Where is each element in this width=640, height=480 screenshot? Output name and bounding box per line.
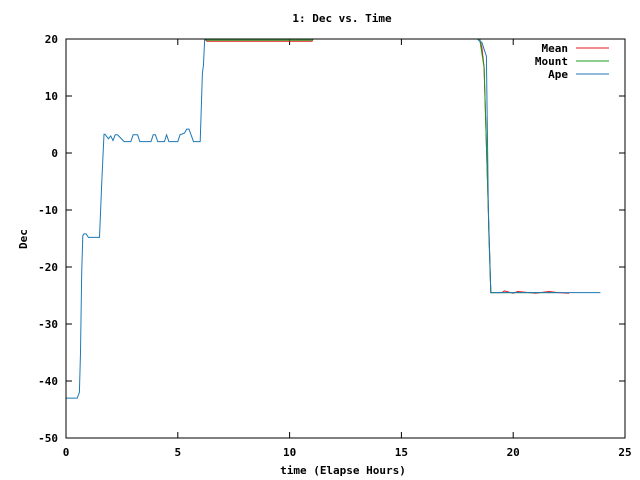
legend-label-ape: Ape [548,68,568,81]
y-axis-label: Dec [17,229,30,249]
series-line-mean [204,38,570,294]
y-tick-label: 0 [51,147,58,160]
axes: -50 -40 -30 -20 -10 0 10 20 0 5 10 15 20 25 [38,33,632,459]
y-tick-label: 20 [45,33,58,46]
x-tick-label: 10 [283,446,296,459]
legend-label-mean: Mean [542,42,569,55]
legend-label-mount: Mount [535,55,568,68]
chart-title: 1: Dec vs. Time [292,12,392,25]
x-tick-label: 15 [395,446,408,459]
y-tick-label: -30 [38,318,58,331]
x-tick-label: 0 [63,446,70,459]
series-line-ape [66,38,601,399]
x-tick-label: 5 [174,446,181,459]
series-lines [66,38,601,399]
x-tick-label: 25 [618,446,631,459]
y-tick-label: -10 [38,204,58,217]
plot-frame [65,38,626,439]
y-tick-label: 10 [45,90,58,103]
x-tick-label: 20 [507,446,520,459]
y-tick-label: -40 [38,375,58,388]
series-line-mount [204,38,558,294]
y-tick-label: -50 [38,432,58,445]
x-axis-label: time (Elapse Hours) [280,464,406,477]
y-tick-label: -20 [38,261,58,274]
